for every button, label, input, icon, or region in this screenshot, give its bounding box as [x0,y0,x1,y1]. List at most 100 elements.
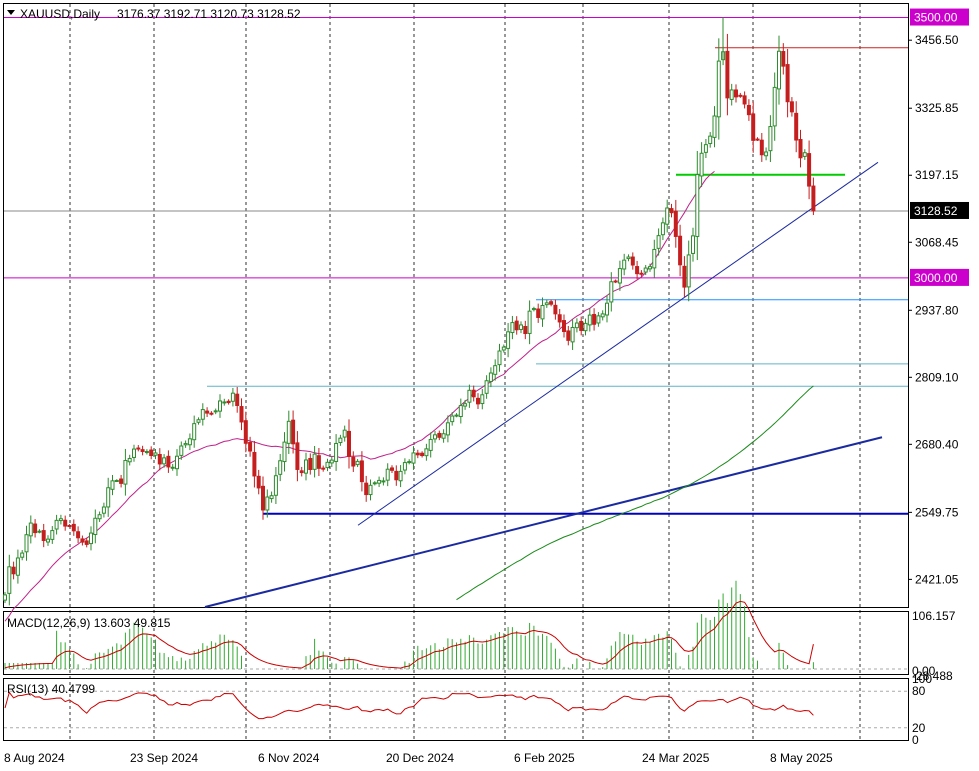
vertical-grid [69,4,861,740]
symbol-label: XAUUSD,Daily [20,7,100,21]
candle-body [269,495,274,500]
candle-body [252,451,257,477]
candle-body [467,389,472,403]
candle-body [119,478,124,484]
candle-body [80,538,85,543]
candle-body [411,452,416,464]
candle-body [764,151,769,157]
candle-body [445,422,450,436]
candle-body [574,322,579,329]
candle-body [170,466,175,469]
candle-body [230,392,235,402]
candle-body [639,272,644,275]
candle-body [699,152,704,177]
candle-body [334,442,339,462]
candle-body [643,267,648,273]
candle-body [777,50,781,90]
candle-body [385,468,390,481]
candle-body [101,506,106,514]
candle-body [557,314,562,323]
candle-body [50,530,55,540]
macd-axis-label: -28.488 [912,669,953,683]
y-tick-label: 2421.05 [915,572,959,586]
candle-body [20,552,25,558]
x-tick-label: 6 Nov 2024 [258,751,320,765]
candle-body [712,115,717,138]
candle-body [295,442,300,470]
candle-body [807,153,812,187]
candlestick-series [3,17,816,606]
candle-body [613,280,618,283]
candle-body [415,452,420,456]
candle-body [187,438,192,446]
candle-body [506,331,511,349]
candle-body [566,330,571,341]
macd-panel-frame [3,611,909,675]
candle-body [703,144,708,153]
candle-body [359,460,364,483]
candle-body [355,460,360,466]
candle-body [592,313,597,325]
candle-body [37,530,42,533]
x-tick-label: 20 Dec 2024 [386,751,454,765]
y-tick-label: 2809.10 [915,370,959,384]
candle-body [321,467,326,470]
macd-signal-line [4,600,814,669]
candle-body [71,523,76,532]
candle-body [166,455,171,468]
rsi-panel-frame [3,678,909,741]
y-tick-label: 2549.75 [915,505,959,519]
candle-body [463,403,468,407]
candle-body [144,451,149,454]
candle-body [402,462,407,471]
rsi-label: RSI(13) 40.4799 [7,682,95,696]
candle-body [106,487,111,508]
candle-body [751,113,756,141]
candle-body [179,445,184,456]
candle-body [605,302,609,316]
candle-body [282,441,287,463]
candle-body [304,459,308,474]
candle-body [153,452,158,456]
macd-label: MACD(12,26,9) 13.603 49.815 [7,616,171,630]
candle-body [583,322,588,332]
collapse-triangle-icon[interactable] [7,10,15,15]
candle-body [261,485,265,511]
candle-body [488,372,493,382]
candle-body [626,256,631,260]
candle-body [725,50,730,99]
long-trendline [204,436,883,608]
candle-body [600,313,605,318]
candle-body [596,315,601,324]
candle-body [441,433,446,439]
candle-body [742,95,747,105]
candle-body [544,302,549,306]
candle-body [648,266,652,270]
candle-body [549,301,554,305]
candle-body [54,519,59,530]
candle-body [497,350,502,366]
candle-body [695,174,700,237]
candle-body [67,524,72,527]
candle-body [162,457,167,465]
candle-body [299,470,304,474]
price-panel-frame [3,3,909,608]
candle-body [484,380,489,394]
candle-body [630,256,635,266]
candle-body [519,324,523,330]
level-tag-label: 3000.00 [914,271,958,285]
candle-body [140,449,145,452]
candle-body [377,479,382,484]
candle-body [149,449,154,457]
candle-body [635,266,640,275]
candle-body [587,314,592,326]
candle-body [132,448,136,458]
y-tick-label: 2937.80 [915,303,959,317]
candle-body [114,480,119,483]
candle-body [291,419,296,445]
candle-body [372,482,377,485]
short-trendline [357,161,879,526]
y-tick-label: 3325.85 [915,101,959,115]
